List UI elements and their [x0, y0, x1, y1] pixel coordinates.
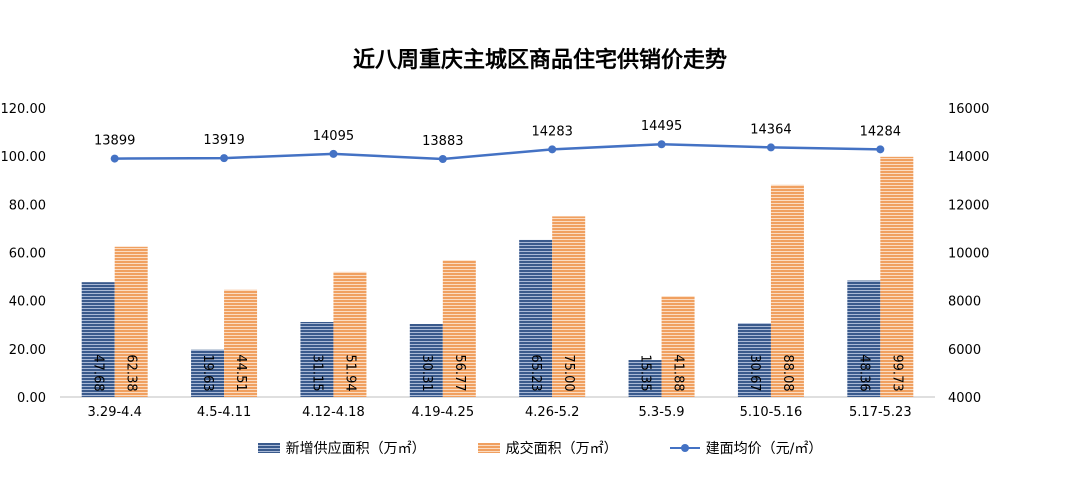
bar-deal	[880, 156, 914, 397]
price-point	[329, 149, 338, 158]
y-left-tick-label: 120.00	[1, 102, 47, 117]
x-tick-label: 4.19-4.25	[412, 405, 475, 420]
y-left-tick-label: 20.00	[9, 343, 46, 358]
bar-deal	[770, 184, 804, 397]
bar-supply-label: 47.68	[91, 354, 106, 391]
y-right-tick-label: 14000	[948, 150, 989, 165]
bar-supply	[409, 324, 443, 397]
legend-label-supply: 新增供应面积（万㎡）	[285, 441, 426, 457]
y-right-tick-label: 16000	[948, 102, 989, 117]
bar-supply	[191, 349, 225, 397]
bar-supply-label: 30.31	[419, 354, 434, 391]
bar-deal-label: 75.00	[561, 354, 576, 391]
bar-supply	[519, 239, 553, 397]
price-line	[114, 142, 881, 161]
bar-deal-label: 51.94	[342, 354, 357, 391]
y-right-tick-label: 10000	[948, 247, 989, 262]
bar-deal-label: 88.08	[780, 354, 795, 391]
x-tick-label: 4.5-4.11	[197, 405, 251, 420]
price-label: 14095	[313, 129, 354, 144]
bar-deal	[224, 289, 258, 397]
price-label: 13899	[94, 134, 135, 149]
price-label: 13883	[422, 134, 463, 149]
price-point	[438, 154, 447, 163]
legend-item-deal: 成交面积（万㎡）	[477, 438, 618, 458]
y-left-tick-label: 80.00	[9, 198, 46, 213]
legend-item-price: 建面均价（元/㎡）	[669, 438, 823, 458]
bar-deal-label: 62.38	[124, 354, 139, 391]
price-label: 14495	[641, 119, 682, 134]
bar-supply	[628, 360, 662, 397]
chart-title: 近八周重庆主城区商品住宅供销价走势	[352, 48, 727, 73]
bar-supply	[737, 323, 771, 397]
price-point	[876, 145, 885, 154]
bar-supply	[847, 280, 881, 397]
legend-label-deal: 成交面积（万㎡）	[505, 441, 618, 457]
y-right-tick-label: 12000	[948, 198, 989, 213]
x-tick-label: 5.17-5.23	[849, 405, 912, 420]
price-label: 13919	[203, 133, 244, 148]
chart-legend: 新增供应面积（万㎡） 成交面积（万㎡） 建面均价（元/㎡）	[0, 438, 1080, 458]
legend-swatch-deal	[477, 443, 500, 453]
x-tick-label: 3.29-4.4	[88, 405, 142, 420]
bar-deal-label: 41.88	[671, 354, 686, 391]
price-point	[220, 154, 229, 163]
x-tick-label: 5.3-5.9	[639, 405, 685, 420]
legend-swatch-price	[669, 442, 700, 454]
y-right-tick-label: 8000	[948, 295, 981, 310]
y-left-tick-label: 40.00	[9, 295, 46, 310]
legend-label-price: 建面均价（元/㎡）	[705, 441, 823, 457]
bar-supply	[81, 282, 115, 397]
bar-deal-label: 56.77	[452, 354, 467, 391]
bar-supply-label: 15.35	[638, 354, 653, 391]
y-right-tick-label: 4000	[948, 391, 981, 406]
price-point	[657, 140, 666, 149]
legend-item-supply: 新增供应面积（万㎡）	[257, 438, 426, 458]
bar-supply-label: 19.63	[200, 354, 215, 391]
bar-supply-label: 30.67	[747, 354, 762, 391]
bar-supply	[300, 321, 334, 397]
bar-supply-label: 48.36	[856, 354, 871, 391]
legend-swatch-supply	[257, 443, 280, 453]
bar-deal-label: 99.73	[889, 354, 904, 391]
y-left-tick-label: 60.00	[9, 247, 46, 262]
price-label: 14284	[860, 124, 901, 139]
bar-deal	[114, 246, 148, 397]
y-left-tick-label: 100.00	[1, 150, 47, 165]
price-label: 14364	[750, 122, 791, 137]
x-tick-label: 4.12-4.18	[302, 405, 365, 420]
bar-deal-label: 44.51	[233, 354, 248, 391]
price-point	[766, 143, 775, 152]
bar-deal	[333, 271, 367, 397]
x-tick-label: 4.26-5.2	[525, 405, 579, 420]
price-point	[110, 154, 119, 163]
bar-deal	[661, 296, 695, 397]
price-point	[548, 145, 557, 154]
price-label: 14283	[532, 124, 573, 139]
y-right-tick-label: 6000	[948, 343, 981, 358]
bar-supply-label: 31.15	[309, 354, 324, 391]
bar-deal	[442, 260, 476, 397]
bar-supply-label: 65.23	[528, 354, 543, 391]
bar-deal	[552, 216, 586, 397]
y-left-tick-label: 0.00	[17, 391, 46, 406]
x-tick-label: 5.10-5.16	[740, 405, 803, 420]
